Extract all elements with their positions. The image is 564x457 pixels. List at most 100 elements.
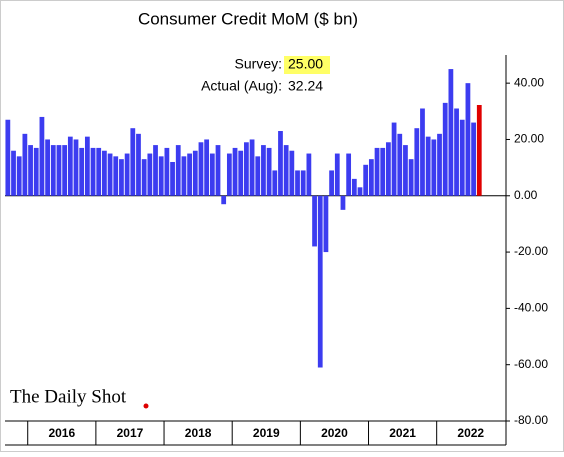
bar	[45, 139, 50, 196]
bar	[130, 128, 136, 196]
bar	[226, 153, 232, 196]
bar	[11, 150, 16, 196]
bar	[50, 145, 56, 196]
bar	[187, 153, 192, 196]
bar	[232, 147, 238, 196]
bar	[272, 170, 278, 196]
bar	[374, 147, 380, 196]
bar	[431, 139, 437, 196]
x-tick-label: 2020	[321, 426, 348, 440]
source-logo: The Daily Shot	[10, 386, 127, 407]
bar	[465, 83, 471, 196]
bar	[209, 153, 215, 196]
bar	[346, 153, 352, 196]
bar	[192, 150, 198, 196]
bar	[380, 147, 386, 196]
x-tick-label: 2021	[389, 426, 416, 440]
bar	[261, 145, 266, 196]
x-tick-label: 2018	[185, 426, 212, 440]
bar	[442, 102, 448, 196]
bar	[124, 153, 130, 196]
bar	[312, 195, 317, 247]
annotation-label: Survey:	[235, 56, 282, 72]
bar	[147, 153, 153, 196]
bar	[459, 119, 465, 196]
bar	[215, 145, 221, 196]
bar	[181, 156, 187, 196]
bar	[16, 156, 22, 196]
y-tick-label: -40.00	[514, 301, 548, 315]
bar	[107, 153, 113, 196]
bar	[96, 147, 102, 196]
annotation-value: 25.00	[288, 56, 323, 72]
chart-title: Consumer Credit MoM ($ bn)	[138, 9, 358, 28]
bar	[67, 136, 73, 196]
bar	[323, 195, 329, 253]
bar	[329, 170, 334, 196]
bar	[368, 159, 374, 196]
bar	[437, 133, 442, 196]
bar	[476, 105, 482, 196]
annotation-label: Actual (Aug):	[201, 78, 282, 94]
bar	[5, 119, 11, 196]
bar	[306, 153, 312, 196]
bar	[391, 122, 397, 196]
bar	[56, 145, 62, 196]
bar	[249, 139, 255, 196]
bar	[351, 178, 357, 196]
bar	[448, 69, 454, 196]
bar	[84, 136, 90, 196]
logo-dot	[143, 403, 149, 409]
bar	[141, 159, 147, 196]
bar	[454, 108, 459, 196]
bar	[73, 139, 79, 196]
bar	[420, 108, 425, 196]
bar	[119, 159, 124, 196]
bar	[403, 145, 408, 196]
bar	[317, 195, 323, 368]
bar	[408, 159, 414, 196]
bar	[363, 164, 369, 196]
bar	[22, 133, 28, 196]
bar	[198, 142, 204, 196]
bar	[175, 145, 181, 196]
y-tick-label: 40.00	[514, 75, 544, 89]
highlight-box	[284, 56, 330, 74]
bar	[278, 131, 283, 196]
bar	[414, 128, 420, 196]
bar	[204, 139, 210, 196]
bar	[62, 145, 68, 196]
bar	[28, 145, 33, 196]
bar	[334, 153, 340, 196]
y-tick-label: 0.00	[514, 188, 538, 202]
bar	[113, 156, 119, 196]
bar	[164, 147, 170, 196]
bar	[33, 147, 39, 196]
bar	[283, 145, 289, 196]
bar	[221, 195, 227, 205]
x-tick-label: 2019	[253, 426, 280, 440]
x-tick-label: 2017	[117, 426, 144, 440]
bar	[425, 136, 431, 196]
bar	[170, 161, 175, 196]
bar	[79, 147, 85, 196]
x-tick-label: 2022	[457, 426, 484, 440]
bar	[340, 195, 346, 210]
bar	[266, 147, 272, 196]
y-tick-label: -60.00	[514, 357, 548, 371]
bar	[153, 145, 158, 196]
bar	[289, 150, 295, 196]
annotation-value: 32.24	[288, 78, 323, 94]
bar	[357, 187, 363, 196]
bar	[90, 147, 96, 196]
bar	[39, 116, 45, 196]
bar	[244, 142, 249, 196]
bar	[255, 156, 261, 196]
y-tick-label: -20.00	[514, 244, 548, 258]
bar	[300, 170, 306, 196]
bar	[386, 142, 391, 196]
bar	[238, 150, 244, 196]
x-tick-label: 2016	[48, 426, 75, 440]
